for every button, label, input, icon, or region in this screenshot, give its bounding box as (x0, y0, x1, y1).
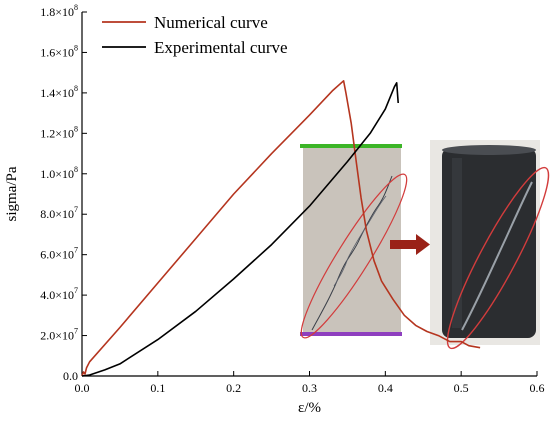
specimen-crack (461, 181, 533, 331)
y-tick-label: 1.6×108 (40, 43, 78, 59)
arrow (390, 234, 430, 255)
y-tick-label: 1.2×108 (40, 124, 78, 140)
specimen-sketch-band (303, 146, 401, 334)
arrow-head (416, 234, 430, 255)
crack-trace-branch (333, 195, 387, 287)
specimen-photo (430, 140, 550, 350)
failure-zone-ellipse (300, 173, 408, 339)
y-tick-label: 0.0 (63, 369, 78, 383)
y-tick-label: 4.0×107 (40, 286, 78, 302)
specimen-highlight (452, 158, 462, 328)
data-series (81, 80, 481, 377)
arrow-shaft (390, 240, 418, 249)
y-tick-label: 1.8×108 (40, 3, 78, 19)
legend-label: Experimental curve (154, 38, 288, 57)
experimental-curve-line (81, 82, 399, 377)
y-tick-label: 2.0×107 (40, 327, 78, 343)
x-tick-label: 0.4 (378, 381, 393, 395)
specimen-top-face (442, 145, 536, 155)
x-axis-title: ε/% (298, 400, 321, 416)
y-axis-ticks: 0.0 2.0×107 4.0×107 6.0×107 8.0×107 1.0×108 1.… (40, 3, 87, 383)
x-tick-label: 0.5 (454, 381, 469, 395)
x-tick-label: 0.1 (150, 381, 165, 395)
y-tick-label: 1.0×108 (40, 165, 78, 181)
crack-trace (311, 175, 393, 331)
x-tick-label: 0.6 (530, 381, 545, 395)
y-tick-label: 1.4×108 (40, 84, 78, 100)
x-tick-label: 0.2 (226, 381, 241, 395)
failure-zone-ellipse-photo (446, 166, 550, 350)
y-tick-label: 6.0×107 (40, 246, 78, 262)
y-axis-title: sigma/Pa (4, 166, 20, 221)
x-tick-label: 0.0 (75, 381, 90, 395)
legend: Numerical curve Experimental curve (102, 13, 288, 57)
legend-label: Numerical curve (154, 13, 268, 32)
x-tick-label: 0.3 (302, 381, 317, 395)
specimen-sketch (300, 144, 408, 339)
x-axis-ticks: 0.0 0.1 0.2 0.3 0.4 0.5 0.6 (75, 371, 545, 395)
numerical-curve-line (81, 80, 481, 377)
y-tick-label: 8.0×107 (40, 205, 78, 221)
specimen-cylinder (442, 148, 536, 338)
